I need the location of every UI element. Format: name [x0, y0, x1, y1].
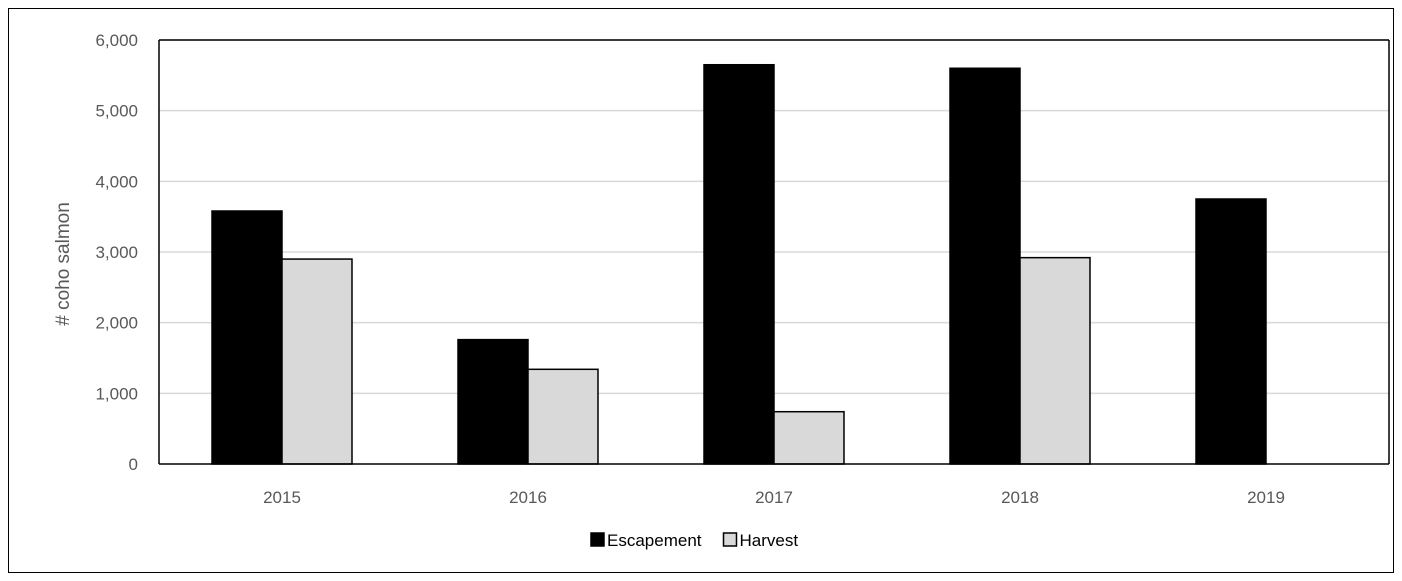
bar-escapement-2017 [703, 63, 775, 465]
legend: Escapement Harvest [590, 531, 799, 550]
y-tick-labels: 0 1,000 2,000 3,000 4,000 5,000 6,000 [95, 31, 138, 474]
legend-swatch-harvest [722, 532, 738, 547]
bar-harvest-2018 [1019, 256, 1091, 465]
bar-escapement-2015 [211, 210, 283, 465]
y-axis-title: # coho salmon [53, 202, 74, 326]
bar-escapement-2016 [457, 338, 529, 465]
chart-frame: 0 1,000 2,000 3,000 4,000 5,000 6,000 2015 2016… [8, 8, 1394, 573]
bar-chart: 0 1,000 2,000 3,000 4,000 5,000 6,000 2015 2016… [53, 31, 1390, 550]
x-tick-labels: 2015 2016 2017 2018 2019 [263, 488, 1285, 507]
bars [211, 63, 1267, 465]
bar-harvest-2016 [527, 368, 599, 465]
x-tick-label: 2015 [263, 488, 301, 507]
y-tick-label: 5,000 [95, 102, 138, 121]
x-tick-label: 2016 [509, 488, 547, 507]
legend-swatch-escapement [590, 532, 605, 547]
legend-label-harvest: Harvest [740, 531, 799, 550]
bar-harvest-2017 [773, 410, 845, 465]
bar-escapement-2018 [949, 67, 1021, 465]
x-tick-label: 2017 [755, 488, 793, 507]
bar-escapement-2019 [1195, 198, 1267, 465]
axes [158, 39, 1390, 465]
y-tick-label: 1,000 [95, 384, 138, 403]
legend-label-escapement: Escapement [607, 531, 702, 550]
y-tick-label: 6,000 [95, 31, 138, 50]
y-tick-label: 4,000 [95, 172, 138, 191]
y-tick-label: 2,000 [95, 314, 138, 333]
x-tick-label: 2019 [1247, 488, 1285, 507]
y-tick-label: 0 [129, 455, 138, 474]
x-tick-label: 2018 [1001, 488, 1039, 507]
y-tick-label: 3,000 [95, 243, 138, 262]
bar-harvest-2015 [281, 258, 353, 465]
